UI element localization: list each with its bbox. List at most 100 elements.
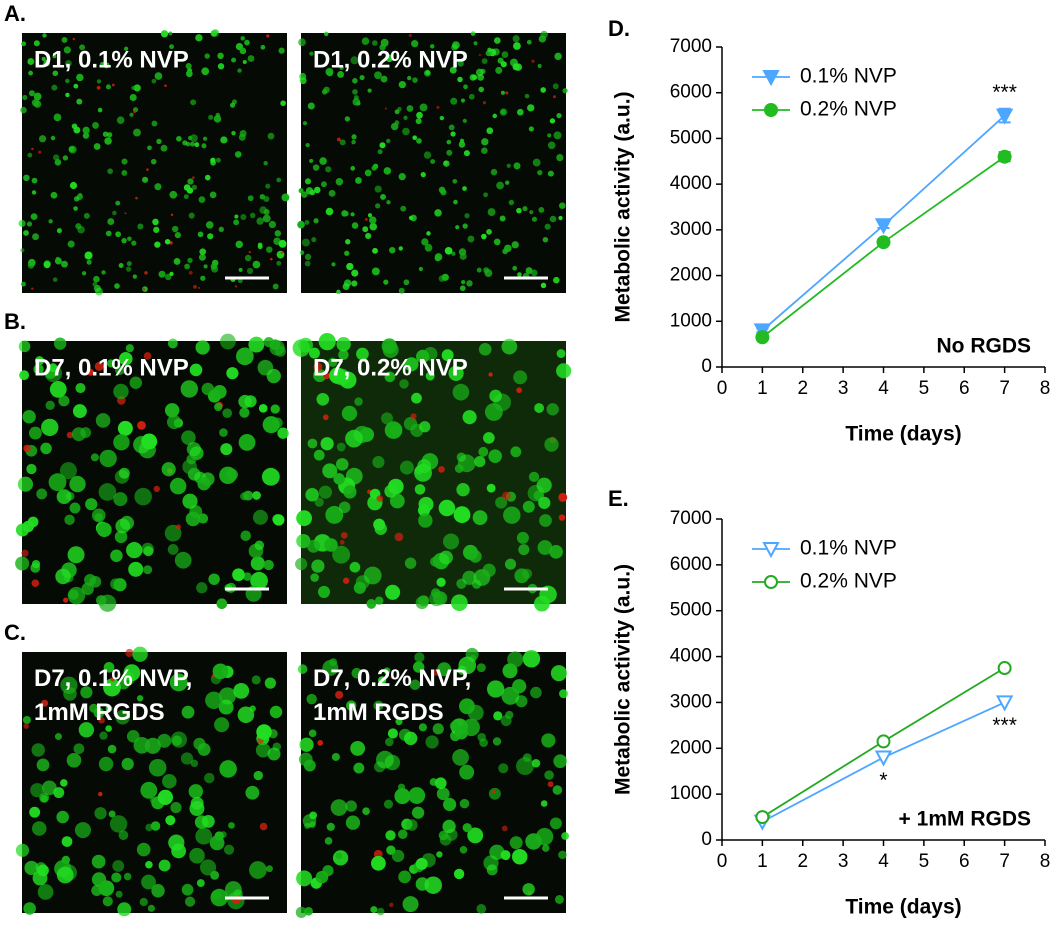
cell <box>115 365 125 375</box>
cell <box>522 753 532 763</box>
cell <box>380 194 386 200</box>
cell <box>42 780 57 796</box>
cell <box>462 410 477 425</box>
cell <box>194 142 200 148</box>
cell <box>220 333 236 350</box>
cell <box>174 232 181 239</box>
cell <box>105 725 112 732</box>
point <box>876 734 891 749</box>
cell <box>276 177 282 183</box>
cell <box>133 110 137 114</box>
cell <box>123 664 141 682</box>
cell <box>276 250 285 259</box>
cell <box>505 710 514 720</box>
cell <box>24 860 39 876</box>
y-tick-label: 6000 <box>670 82 712 103</box>
cell <box>48 363 58 373</box>
cell <box>257 242 263 248</box>
cell <box>23 174 30 182</box>
x-tick-label: 4 <box>878 851 889 872</box>
cell <box>442 819 456 834</box>
cell <box>489 389 502 403</box>
cell <box>561 832 569 840</box>
cell <box>199 859 217 876</box>
cell <box>27 262 35 269</box>
note: + 1mM RGDS <box>899 808 1031 831</box>
cell <box>150 796 157 804</box>
cell <box>204 53 210 59</box>
cell <box>395 718 403 726</box>
cell <box>344 116 351 122</box>
cell <box>160 30 169 38</box>
cell <box>133 737 151 754</box>
cell <box>467 235 475 243</box>
cell <box>525 267 533 275</box>
cell <box>408 787 426 804</box>
cell <box>361 37 370 45</box>
cell <box>105 84 111 90</box>
micrograph <box>292 333 572 612</box>
cell <box>71 123 78 130</box>
cell <box>335 178 344 186</box>
cell <box>69 475 86 493</box>
cell <box>504 558 517 570</box>
cell <box>446 139 452 145</box>
cell <box>73 743 85 755</box>
cell <box>167 338 178 349</box>
cell <box>513 42 521 50</box>
cell <box>183 194 189 200</box>
cell <box>354 397 363 406</box>
image-label: D1, 0.2% NVP <box>313 46 468 73</box>
cell <box>376 907 385 916</box>
cell <box>269 705 283 719</box>
cell <box>376 750 394 769</box>
cell <box>86 368 94 376</box>
cell <box>432 723 444 735</box>
cell <box>478 86 485 93</box>
cell <box>295 557 308 571</box>
cell <box>383 799 394 809</box>
y-tick-label: 7000 <box>670 36 712 57</box>
cell <box>33 40 40 47</box>
cell <box>304 253 312 261</box>
cell <box>476 903 487 914</box>
cell <box>522 650 541 668</box>
cell <box>142 176 149 183</box>
cell <box>322 463 338 479</box>
cell <box>555 895 564 904</box>
y-tick-label: 2000 <box>670 265 712 286</box>
note: No RGDS <box>937 335 1032 358</box>
cell <box>173 258 181 265</box>
cell <box>518 544 530 556</box>
cell <box>559 689 568 699</box>
cell <box>239 130 247 137</box>
cell <box>76 98 83 105</box>
cell <box>231 57 237 63</box>
cell <box>161 462 176 477</box>
cell <box>33 92 42 101</box>
cell <box>80 686 93 699</box>
cell <box>20 281 26 287</box>
cell <box>190 759 199 768</box>
cell <box>424 243 433 252</box>
cell <box>144 271 148 275</box>
cell <box>222 408 233 419</box>
cell <box>310 573 319 582</box>
cell <box>292 339 311 357</box>
cell <box>211 890 222 900</box>
cell <box>115 709 130 725</box>
cell <box>552 785 563 795</box>
cell <box>99 449 117 468</box>
cell <box>316 392 330 406</box>
cell <box>522 206 528 212</box>
cell <box>462 223 468 229</box>
cell <box>117 902 132 917</box>
point <box>876 235 891 250</box>
cell <box>437 662 452 677</box>
cell <box>103 661 115 673</box>
y-axis-label: Metabolic activity (a.u.) <box>612 564 635 795</box>
cell <box>538 207 545 213</box>
cell <box>17 476 34 492</box>
cell <box>512 679 527 694</box>
cell <box>459 846 468 854</box>
